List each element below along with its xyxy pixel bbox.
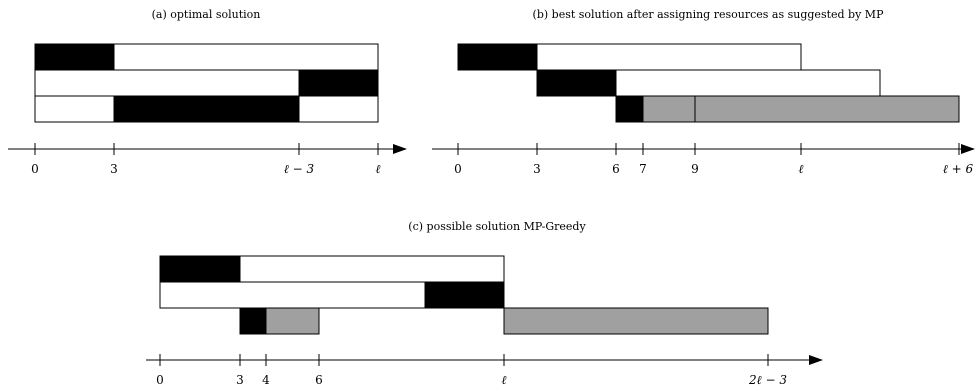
tick-label: 7 xyxy=(639,162,647,176)
tick-label: ℓ xyxy=(502,373,507,387)
tick-label: 3 xyxy=(533,162,541,176)
tick-label: 9 xyxy=(691,162,699,176)
tick-label: 0 xyxy=(454,162,462,176)
bar-c-row3-gray1 xyxy=(265,307,320,335)
bar-a-row1-black xyxy=(34,43,115,71)
bar-b-row3-gray1 xyxy=(642,95,696,123)
tick-label: 6 xyxy=(612,162,620,176)
panel-c-caption: (c) possible solution MP-Greedy xyxy=(408,220,586,233)
tick-label: ℓ xyxy=(799,162,804,176)
tick-label: ℓ − 3 xyxy=(284,162,315,176)
tick-label: 3 xyxy=(110,162,118,176)
tick-label: ℓ + 6 xyxy=(943,162,974,176)
bar-c-row3-black xyxy=(239,307,267,335)
tick-label: 4 xyxy=(262,373,270,387)
bar-b-row3-black xyxy=(615,95,644,123)
tick-label: 6 xyxy=(315,373,323,387)
panel-b-caption: (b) best solution after assigning resour… xyxy=(533,8,885,21)
bar-a-row2-black xyxy=(298,69,379,97)
bar-b-row3-gray2 xyxy=(694,95,960,123)
tick-label: 2ℓ − 3 xyxy=(748,373,787,387)
panel-c: (c) possible solution MP-Greedy 0 3 4 6 … xyxy=(146,220,823,387)
panel-b: (b) best solution after assigning resour… xyxy=(432,8,975,176)
panel-a: (a) optimal solution 0 3 ℓ − 3 ℓ xyxy=(8,8,407,176)
bar-b-row2-black xyxy=(536,69,617,97)
tick-label: 0 xyxy=(31,162,39,176)
tick-label: ℓ xyxy=(376,162,381,176)
bar-c-row2-black xyxy=(424,281,505,309)
bar-c-row1-black xyxy=(159,255,241,283)
bar-c-row3-gray2 xyxy=(503,307,769,335)
bar-b-row1-black xyxy=(457,43,538,71)
bar-a-row3-black xyxy=(113,95,300,123)
tick-label: 3 xyxy=(236,373,244,387)
tick-label: 0 xyxy=(156,373,164,387)
panel-a-caption: (a) optimal solution xyxy=(152,8,261,21)
